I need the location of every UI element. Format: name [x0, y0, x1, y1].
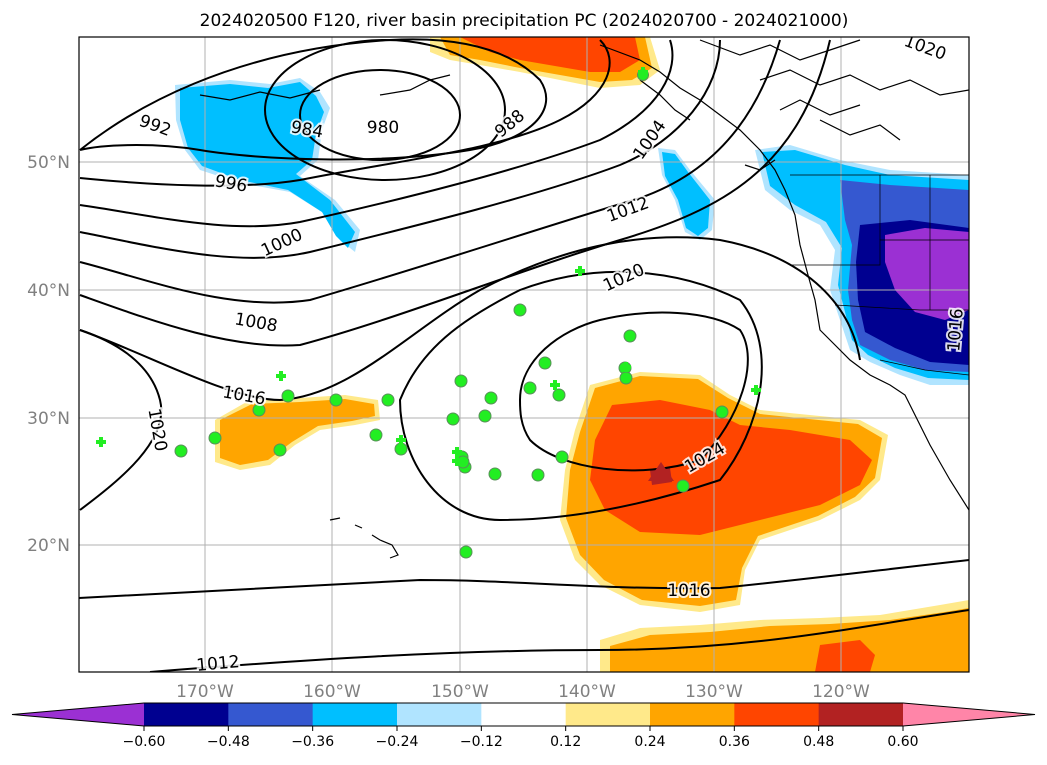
station-circle — [552, 388, 566, 402]
station-cross — [575, 266, 585, 276]
map-area: 992 984 980 988 1004996100010121020100810161… — [79, 37, 969, 676]
station-circle — [273, 443, 287, 457]
station-circle — [174, 444, 188, 458]
colorbar-tick-label: −0.12 — [460, 734, 503, 750]
station-circle — [208, 431, 222, 445]
station-circle — [329, 393, 343, 407]
station-circle — [619, 371, 633, 385]
colorbar-tick-label: −0.48 — [207, 734, 250, 750]
colorbar-segment — [312, 703, 398, 726]
station-cross — [751, 385, 761, 395]
map-title: 2024020500 F120, river basin precipitati… — [200, 11, 849, 31]
colorbar-segment — [734, 703, 820, 726]
station-circle — [513, 303, 527, 317]
colorbar-tick-label: −0.60 — [123, 734, 166, 750]
station-cross — [276, 371, 286, 381]
lon-label: 120°W — [812, 682, 870, 702]
positive-anomaly-subtropical — [560, 372, 969, 672]
station-circle — [488, 467, 502, 481]
station-circle — [623, 329, 637, 343]
station-circle — [531, 468, 545, 482]
colorbar-segment — [650, 703, 735, 726]
station-circle — [252, 403, 266, 417]
colorbar-segment — [144, 703, 229, 726]
lat-label: 30°N — [27, 409, 70, 429]
station-circle — [369, 428, 383, 442]
contour-label: 1012 — [196, 652, 241, 676]
station-cross — [96, 437, 106, 447]
colorbar-tick-label: −0.24 — [376, 734, 419, 750]
lon-label: 170°W — [176, 682, 234, 702]
station-cross — [452, 447, 462, 457]
map-frame — [78, 36, 970, 673]
colorbar-segment — [818, 703, 904, 726]
colorbar-tick-label: 0.36 — [719, 734, 750, 750]
colorbar-segment — [12, 703, 144, 726]
station-cross — [638, 67, 648, 77]
station-cross — [550, 380, 560, 390]
station-circle — [459, 545, 473, 559]
station-circle — [446, 412, 460, 426]
colorbar-tick-label: −0.36 — [291, 734, 334, 750]
pressure-contours — [79, 38, 969, 672]
colorbar-segment — [228, 703, 314, 726]
political-borders — [790, 174, 969, 376]
lon-label: 160°W — [303, 682, 361, 702]
station-circle — [478, 409, 492, 423]
station-cross — [452, 456, 462, 466]
contour-label: 980 — [367, 118, 399, 138]
latitude-labels: 50°N 40°N 30°N 20°N — [27, 153, 70, 556]
station-cross — [396, 435, 406, 445]
station-circle — [523, 381, 537, 395]
colorbar-segment — [481, 703, 567, 726]
station-circle — [281, 389, 295, 403]
colorbar: −0.60 −0.48 −0.36 −0.24 −0.12 0.12 0.24 0.36 0.4… — [11, 702, 1036, 750]
colorbar-tick-label: 0.48 — [803, 734, 834, 750]
station-circle — [538, 356, 552, 370]
station-circle — [484, 391, 498, 405]
lon-label: 130°W — [685, 682, 743, 702]
colorbar-tick-label: 0.60 — [887, 734, 918, 750]
lon-label: 140°W — [558, 682, 616, 702]
longitude-labels: 170°W 160°W 150°W 140°W 130°W 120°W — [176, 682, 870, 702]
colorbar-tick-label: 0.12 — [550, 734, 581, 750]
station-circle — [715, 405, 729, 419]
colorbar-segment — [565, 703, 651, 726]
colorbar-segment — [397, 703, 482, 726]
contour-label: 1016 — [944, 308, 968, 353]
lat-label: 50°N — [27, 153, 70, 173]
station-cross — [621, 362, 631, 372]
contour-label: 1016 — [667, 581, 710, 601]
coastlines — [199, 39, 969, 559]
lat-label: 20°N — [27, 536, 70, 556]
station-circle — [381, 393, 395, 407]
station-circle — [676, 479, 690, 493]
lon-label: 150°W — [431, 682, 489, 702]
station-markers — [96, 67, 761, 559]
station-circle — [454, 374, 468, 388]
station-circle — [555, 450, 569, 464]
negative-anomaly-gulf-of-alaska — [175, 78, 715, 252]
colorbar-segment — [903, 703, 1035, 726]
high-pressure-triangle — [648, 462, 674, 481]
graticule — [79, 37, 969, 672]
lat-label: 40°N — [27, 281, 70, 301]
colorbar-tick-label: 0.24 — [634, 734, 665, 750]
